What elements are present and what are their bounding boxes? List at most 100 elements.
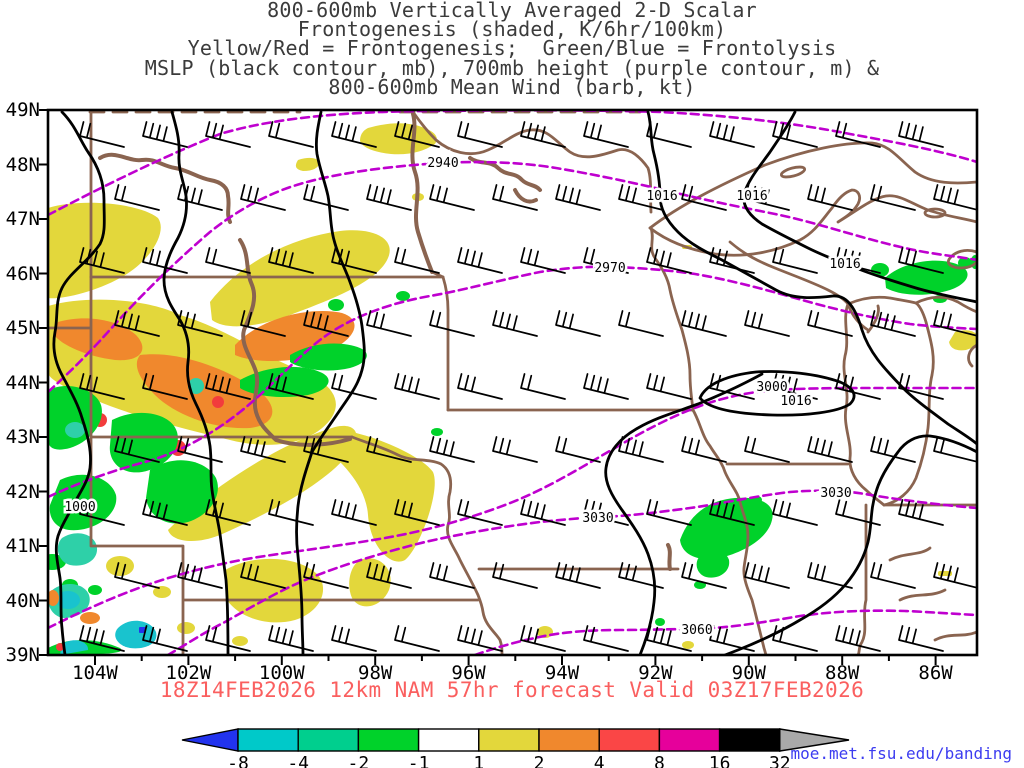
wind-barb bbox=[583, 247, 629, 274]
wind-barb bbox=[142, 247, 188, 274]
wind-barb bbox=[177, 310, 223, 337]
contour-label: 3000 bbox=[756, 380, 787, 395]
lat-label: 42N bbox=[5, 480, 40, 503]
colorbar-tick-label: -4 bbox=[287, 753, 310, 768]
wind-barb bbox=[772, 247, 818, 274]
colorbar-segment bbox=[357, 728, 420, 752]
colorbar-tick-label: 1 bbox=[473, 753, 485, 768]
wind-barb bbox=[835, 373, 881, 400]
wind-barb bbox=[898, 499, 944, 526]
wind-barb bbox=[331, 499, 377, 526]
wind-barb bbox=[429, 562, 475, 589]
wind-barb bbox=[268, 121, 314, 148]
wind-barb bbox=[772, 625, 818, 652]
wind-barb bbox=[555, 436, 601, 463]
wind-barb bbox=[555, 562, 601, 589]
axis-ticks bbox=[39, 109, 937, 665]
wind-barb bbox=[394, 121, 440, 148]
contour-label: 2970 bbox=[594, 261, 625, 276]
wind-barb bbox=[618, 436, 664, 463]
wind-barb bbox=[807, 184, 853, 211]
wind-barb bbox=[429, 310, 475, 337]
wind-barb bbox=[898, 121, 944, 148]
wind-barb bbox=[114, 562, 160, 589]
wind-barb bbox=[394, 625, 440, 652]
wind-barb bbox=[268, 247, 314, 274]
wind-barb bbox=[457, 499, 503, 526]
wind-barb bbox=[79, 247, 125, 274]
colorbar-segment bbox=[658, 728, 721, 752]
wind-barb bbox=[114, 436, 160, 463]
contour-label: 3060 bbox=[681, 623, 712, 638]
lon-label: 88W bbox=[825, 662, 860, 684]
wind-barb bbox=[366, 562, 412, 589]
wind-barb bbox=[177, 436, 223, 463]
wind-barb bbox=[807, 562, 853, 589]
wind-barb bbox=[205, 625, 251, 652]
colorbar-tick-label: 8 bbox=[653, 753, 665, 768]
wind-barb bbox=[933, 184, 977, 211]
wind-barb bbox=[744, 184, 790, 211]
wind-barb bbox=[681, 562, 727, 589]
lon-label: 96W bbox=[451, 662, 486, 684]
wind-barb bbox=[709, 499, 755, 526]
contour-label: 3030 bbox=[582, 511, 613, 526]
wind-barb bbox=[520, 121, 566, 148]
colorbar-tick-label: -2 bbox=[347, 753, 370, 768]
colorbar-arrow-left bbox=[181, 728, 239, 752]
wind-barb bbox=[646, 499, 692, 526]
contour-label: 3030 bbox=[820, 486, 851, 501]
wind-barb bbox=[681, 310, 727, 337]
site-link[interactable]: moe.met.fsu.edu/banding bbox=[790, 744, 1012, 763]
wind-barb bbox=[870, 562, 916, 589]
wind-barb bbox=[555, 184, 601, 211]
wind-barb bbox=[520, 247, 566, 274]
colorbar-tick-label: 16 bbox=[708, 753, 731, 768]
wind-barb bbox=[744, 562, 790, 589]
colorbar bbox=[181, 728, 850, 752]
wind-barb bbox=[457, 625, 503, 652]
wind-barb bbox=[618, 310, 664, 337]
wind-barb bbox=[205, 499, 251, 526]
wind-barb bbox=[79, 373, 125, 400]
title-line-3: Yellow/Red = Frontogenesis; Green/Blue =… bbox=[187, 36, 837, 61]
title-line-2: Frontogenesis (shaded, K/6hr/100km) bbox=[297, 17, 727, 42]
colorbar-tick-label: 4 bbox=[593, 753, 605, 768]
lon-label: 86W bbox=[918, 662, 953, 684]
wind-barb bbox=[366, 310, 412, 337]
wind-barb bbox=[835, 121, 881, 148]
wind-barb bbox=[709, 247, 755, 274]
lat-label: 46N bbox=[5, 262, 40, 285]
wind-barb bbox=[268, 373, 314, 400]
title-line-1: 800-600mb Vertically Averaged 2-D Scalar bbox=[267, 0, 757, 22]
colorbar-tick-label: 2 bbox=[533, 753, 545, 768]
wind-barb bbox=[240, 184, 286, 211]
colorbar-segment bbox=[718, 728, 781, 752]
wind-barb bbox=[520, 625, 566, 652]
wind-barb bbox=[492, 562, 538, 589]
colorbar-segment bbox=[538, 728, 600, 752]
wind-barb bbox=[933, 436, 977, 463]
wind-barb bbox=[79, 121, 125, 148]
wind-barb bbox=[492, 310, 538, 337]
wind-barb bbox=[366, 184, 412, 211]
state-borders bbox=[48, 110, 977, 655]
wind-barb bbox=[240, 436, 286, 463]
title-line-5: 800-600mb Mean Wind (barb, kt) bbox=[328, 74, 696, 99]
wind-barb bbox=[744, 436, 790, 463]
wind-barb bbox=[520, 499, 566, 526]
chart-title: 800-600mb Vertically Averaged 2-D Scalar… bbox=[0, 0, 1024, 99]
wind-barb bbox=[646, 625, 692, 652]
wind-barb bbox=[177, 184, 223, 211]
lon-label: 104W bbox=[72, 662, 118, 684]
wind-barb bbox=[870, 184, 916, 211]
lat-label: 45N bbox=[5, 317, 40, 339]
wind-barb bbox=[268, 499, 314, 526]
wind-barb bbox=[142, 499, 188, 526]
wind-barb bbox=[618, 562, 664, 589]
forecast-caption: 18Z14FEB2026 12km NAM 57hr forecast Vali… bbox=[159, 678, 865, 702]
wind-barb bbox=[394, 247, 440, 274]
